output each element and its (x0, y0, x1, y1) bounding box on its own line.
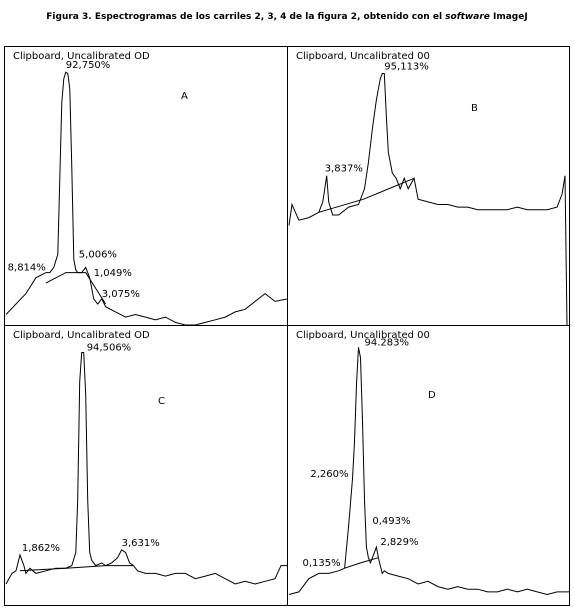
density-trace (288, 347, 569, 596)
caption-end: ImageJ (489, 12, 528, 22)
peak-label: 2,260% (310, 469, 348, 480)
panel-c: Clipboard, Uncalibrated OD C 94,506% 1,862%… (4, 325, 288, 606)
peak-label: 0,493% (372, 516, 410, 527)
peak-label: 94.283% (365, 337, 410, 348)
baseline-segment (19, 565, 134, 572)
caption-main: Espectrogramas de los carriles 2, 3, 4 d… (91, 12, 446, 22)
panel-d-svg: Clipboard, Uncalibrated 00 D 94.283% 2,260%… (288, 330, 569, 596)
panel-d: Clipboard, Uncalibrated 00 D 94.283% 2,260%… (287, 325, 570, 606)
peak-label: 94,506% (87, 343, 132, 354)
peak-label: 92,750% (66, 60, 111, 71)
peak-label: 1,862% (22, 543, 60, 554)
peak-label: 3,075% (102, 289, 140, 300)
panel-letter: D (428, 390, 436, 401)
baseline-segment (318, 177, 415, 213)
panel-c-svg: Clipboard, Uncalibrated OD C 94,506% 1,862%… (5, 330, 287, 585)
panel-letter: B (471, 103, 478, 114)
peak-label: 3,631% (122, 538, 160, 549)
figure-caption: Figura 3. Espectrogramas de los carriles… (0, 12, 574, 22)
figure-label: Figura 3. (46, 12, 92, 22)
panel-title: Clipboard, Uncalibrated 00 (296, 51, 430, 62)
panel-title: Clipboard, Uncalibrated 00 (296, 330, 430, 341)
panel-b: Clipboard, Uncalibrated 00 B 95,113% 3,837% (287, 46, 570, 326)
peak-label: 0,135% (302, 558, 340, 569)
panel-title: Clipboard, Uncalibrated OD (13, 51, 150, 62)
peak-label: 3,837% (325, 164, 363, 175)
panel-a: Clipboard, Uncalibrated OD A 92,750% 8,814%… (4, 46, 288, 326)
baseline-segment (45, 272, 107, 305)
caption-italic: software (445, 12, 490, 22)
peak-label: 1,049% (94, 268, 132, 279)
panel-title: Clipboard, Uncalibrated OD (13, 330, 150, 341)
panel-letter: A (181, 91, 188, 102)
density-trace (288, 73, 568, 325)
panel-letter: C (158, 396, 165, 407)
peak-label: 95,113% (384, 62, 429, 73)
density-trace (5, 71, 287, 325)
spectrogram-grid: Clipboard, Uncalibrated OD A 92,750% 8,814%… (4, 46, 570, 606)
peak-label: 5,006% (79, 250, 117, 261)
panel-b-svg: Clipboard, Uncalibrated 00 B 95,113% 3,837% (288, 51, 568, 325)
peak-label: 8,814% (8, 263, 46, 274)
baseline-segment (344, 557, 379, 569)
peak-label: 2,829% (380, 537, 418, 548)
panel-a-svg: Clipboard, Uncalibrated OD A 92,750% 8,814%… (5, 51, 287, 325)
